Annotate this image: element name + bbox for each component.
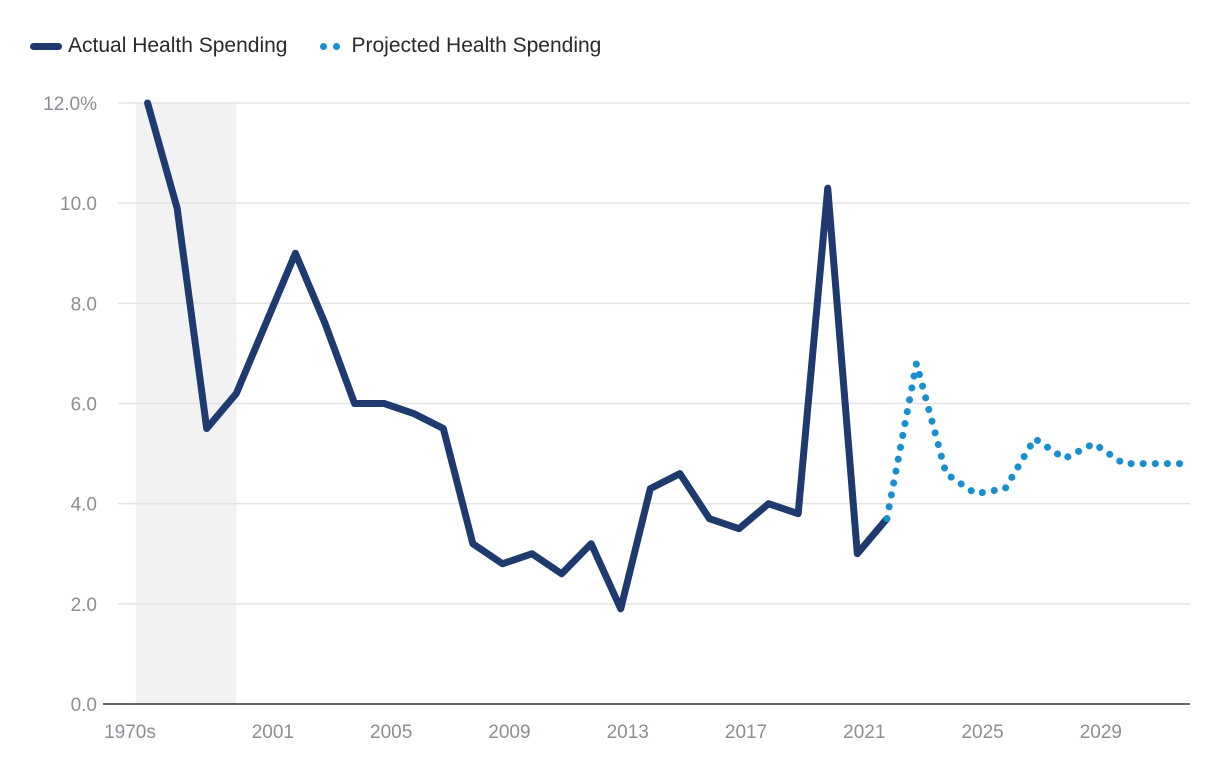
legend: Actual Health Spending Projected Health … xyxy=(30,34,627,58)
legend-label-actual: Actual Health Spending xyxy=(68,34,288,57)
y-tick-label-layer: 0.0 2.0 4.0 6.0 8.0 10.0 12.0% xyxy=(43,94,97,716)
x-tick-label: 2029 xyxy=(1080,722,1122,743)
projected-spending-line xyxy=(883,359,1187,523)
actual-spending-line xyxy=(144,99,891,613)
legend-swatch-actual xyxy=(30,42,62,50)
x-tick-label: 2013 xyxy=(607,722,649,743)
x-tick-label: 2017 xyxy=(725,722,767,743)
legend-item-actual[interactable]: Actual Health Spending xyxy=(30,34,288,58)
gridline-layer xyxy=(118,102,1190,605)
y-tick-label: 6.0 xyxy=(71,395,97,416)
legend-dot xyxy=(332,42,340,50)
legend-label-projected: Projected Health Spending xyxy=(351,34,602,57)
y-tick-label: 8.0 xyxy=(71,294,97,315)
x-tick-label: 2009 xyxy=(488,722,530,743)
y-tick-label: 10.0 xyxy=(60,194,97,215)
legend-dot xyxy=(319,42,327,50)
y-tick-label: 0.0 xyxy=(71,695,97,716)
x-tick-label: 2025 xyxy=(961,722,1003,743)
legend-item-projected[interactable]: Projected Health Spending xyxy=(314,34,602,58)
x-tick-label: 1970s xyxy=(104,722,156,743)
x-tick-label-layer: 1970s 2001 2005 2009 2013 2017 2021 2025 2029 xyxy=(104,722,1122,743)
y-tick-label: 2.0 xyxy=(71,595,97,616)
x-tick-label: 2005 xyxy=(370,722,412,743)
x-tick-label: 2001 xyxy=(252,722,294,743)
x-tick-label: 2021 xyxy=(843,722,885,743)
y-tick-label: 12.0% xyxy=(43,94,97,115)
series-layer xyxy=(144,99,1187,613)
legend-swatch-projected xyxy=(314,42,346,50)
y-tick-label: 4.0 xyxy=(71,495,97,516)
